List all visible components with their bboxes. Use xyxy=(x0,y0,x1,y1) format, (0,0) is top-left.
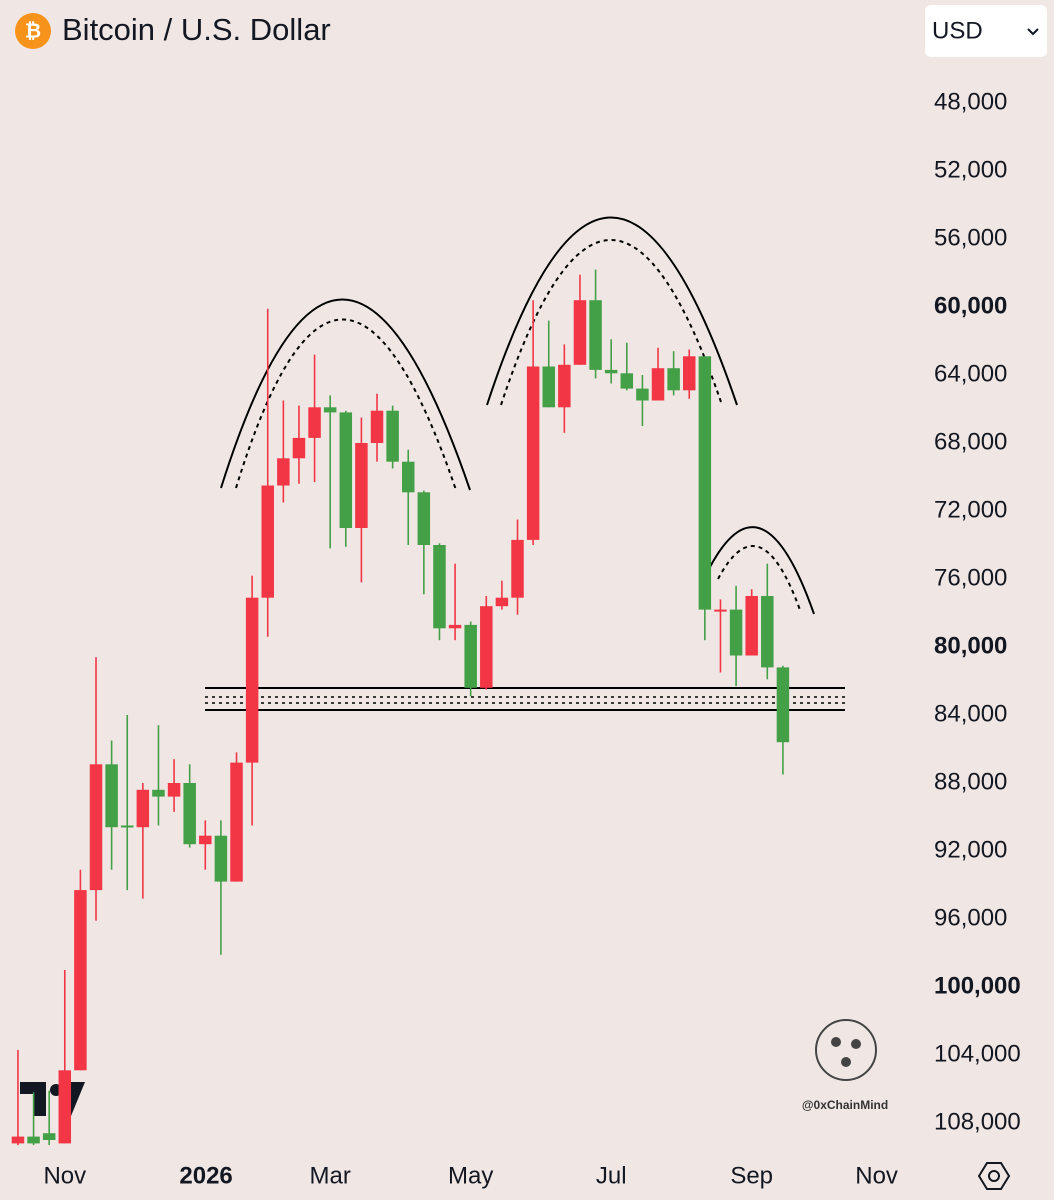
btc-icon: ₿ xyxy=(15,13,51,49)
candle-body xyxy=(651,368,665,401)
candle-body xyxy=(11,1136,25,1144)
candle-body xyxy=(245,597,259,763)
y-tick-label: 56,000 xyxy=(934,224,1007,251)
candle-body xyxy=(183,783,196,845)
candle-body xyxy=(261,485,274,598)
watermark: @0xChainMind xyxy=(802,1019,888,1112)
candle-body xyxy=(683,356,696,391)
y-tick-label: 96,000 xyxy=(934,904,1007,931)
candle-body xyxy=(620,373,634,389)
y-tick-label: 72,000 xyxy=(934,496,1007,523)
watermark-text: @0xChainMind xyxy=(802,1098,888,1112)
x-tick-label: Nov xyxy=(855,1162,898,1189)
candle-body xyxy=(604,369,618,374)
candle-body xyxy=(636,388,649,401)
candle-body xyxy=(542,366,555,408)
chart-title: Bitcoin / U.S. Dollar xyxy=(62,12,331,47)
candle-body xyxy=(152,789,165,797)
candle-body xyxy=(464,624,477,688)
candle-body xyxy=(214,835,228,882)
candle-body xyxy=(105,764,118,828)
candle-body xyxy=(589,300,602,370)
x-tick-label: Jul xyxy=(596,1162,627,1189)
y-tick-label: 108,000 xyxy=(934,1108,1021,1135)
y-tick-label: 60,000 xyxy=(934,292,1007,319)
y-tick-label: 92,000 xyxy=(934,836,1007,863)
annotations xyxy=(205,216,845,711)
candle-body xyxy=(339,412,353,528)
candle-body xyxy=(308,407,321,438)
settings-icon[interactable] xyxy=(977,1162,1011,1190)
x-tick-label: Mar xyxy=(310,1162,351,1189)
currency-label[interactable]: USD xyxy=(932,17,983,44)
candle-body xyxy=(417,492,431,545)
y-tick-label: 100,000 xyxy=(934,972,1021,999)
y-tick-label: 52,000 xyxy=(934,156,1007,183)
currency-select[interactable]: USD xyxy=(925,5,1047,57)
x-tick-label: 2026 xyxy=(179,1162,232,1189)
y-tick-label: 64,000 xyxy=(934,360,1007,387)
svg-text:₿: ₿ xyxy=(25,20,41,42)
y-tick-label: 88,000 xyxy=(934,768,1007,795)
candle-body xyxy=(401,461,415,493)
y-tick-label: 48,000 xyxy=(934,88,1007,115)
candle-body xyxy=(27,1136,40,1144)
candle-body xyxy=(136,789,150,828)
candle-body xyxy=(42,1133,56,1140)
candle-body xyxy=(167,783,181,797)
x-tick-label: Nov xyxy=(43,1162,86,1189)
candle-body xyxy=(761,596,774,668)
candle-body xyxy=(558,364,571,408)
candle-body xyxy=(495,597,509,607)
candle-body xyxy=(745,596,758,656)
candle-body xyxy=(573,300,587,365)
candle-body xyxy=(120,825,134,828)
candle-body xyxy=(433,545,446,629)
candle-body xyxy=(277,458,290,486)
candle-body xyxy=(370,410,384,443)
candle-body xyxy=(74,890,87,1071)
y-tick-label: 80,000 xyxy=(934,632,1007,659)
candle-body xyxy=(89,764,103,891)
candle-body xyxy=(714,609,727,612)
candle-body xyxy=(776,667,790,743)
candle-body xyxy=(448,624,462,629)
y-tick-label: 104,000 xyxy=(934,1040,1021,1067)
candle-body xyxy=(698,356,712,610)
y-tick-label: 76,000 xyxy=(934,564,1007,591)
y-tick-label: 68,000 xyxy=(934,428,1007,455)
x-tick-label: Sep xyxy=(730,1162,773,1189)
candle-body xyxy=(292,437,306,459)
x-tick-label: May xyxy=(448,1162,493,1189)
y-tick-label: 84,000 xyxy=(934,700,1007,727)
candle-body xyxy=(199,835,212,845)
candle-body xyxy=(667,368,680,391)
candle-body xyxy=(323,407,337,413)
candle-body xyxy=(511,539,524,598)
candle-body xyxy=(526,366,540,540)
candle-body xyxy=(355,443,368,528)
candle-body xyxy=(230,762,243,882)
candle-body xyxy=(480,606,493,688)
candle-body xyxy=(729,609,743,656)
candle-body xyxy=(58,1070,72,1144)
candle-body xyxy=(386,410,399,462)
